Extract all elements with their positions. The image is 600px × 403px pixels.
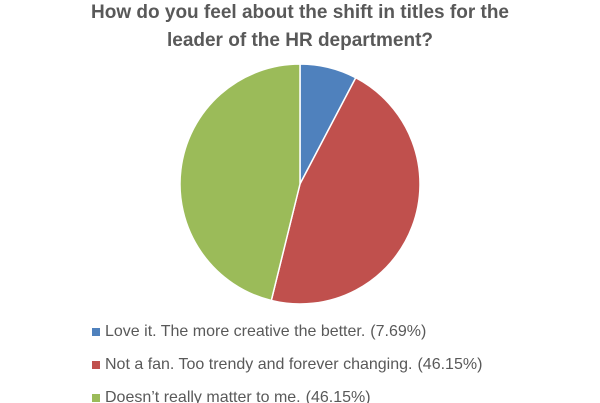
legend-label: Doesn’t really matter to me. (46.15%): [105, 389, 371, 403]
legend-swatch: [92, 394, 100, 402]
legend-value: (46.15%): [306, 389, 371, 403]
legend-label: Not a fan. Too trendy and forever changi…: [105, 356, 482, 373]
legend-label: Love it. The more creative the better. (7…: [105, 323, 426, 340]
legend-name: Doesn’t really matter to me.: [105, 389, 301, 403]
legend-swatch: [92, 361, 100, 369]
legend-swatch: [92, 328, 100, 336]
chart-title: How do you feel about the shift in title…: [91, 2, 509, 23]
legend-name: Not a fan. Too trendy and forever changi…: [105, 356, 412, 373]
chart-title: leader of the HR department?: [167, 30, 433, 51]
pie-slice: [179, 63, 301, 302]
legend-name: Love it. The more creative the better.: [105, 323, 365, 340]
legend-value: (7.69%): [370, 323, 426, 340]
pie-slice: [270, 76, 421, 305]
legend-value: (46.15%): [417, 356, 482, 373]
